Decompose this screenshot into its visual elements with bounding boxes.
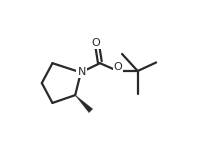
Text: O: O — [113, 62, 122, 72]
Polygon shape — [75, 95, 93, 113]
Text: N: N — [77, 67, 86, 77]
Text: O: O — [91, 38, 100, 48]
